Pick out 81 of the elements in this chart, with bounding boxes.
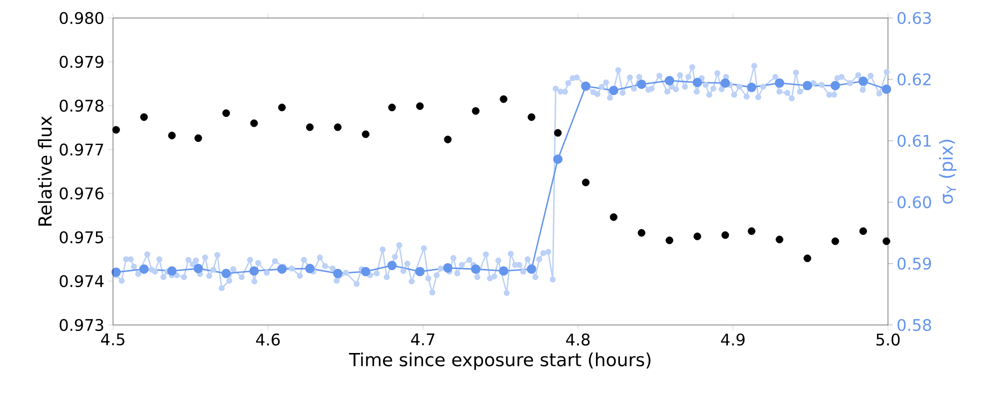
- point: [139, 264, 149, 274]
- point: [277, 264, 287, 274]
- point: [498, 266, 508, 276]
- point: [111, 267, 121, 277]
- point: [804, 254, 812, 262]
- point: [859, 227, 867, 235]
- y-tick-label: 0.975: [60, 231, 104, 244]
- point: [774, 78, 784, 88]
- point: [362, 130, 370, 138]
- point: [305, 264, 315, 274]
- point: [416, 102, 424, 110]
- point: [443, 263, 453, 273]
- point: [553, 154, 563, 164]
- point: [194, 264, 203, 274]
- point: [721, 231, 730, 239]
- y2-tick-label: 0.62: [898, 73, 931, 86]
- x-tick-label: 4.7: [411, 334, 434, 346]
- point: [720, 78, 730, 88]
- point: [748, 227, 756, 235]
- point: [831, 237, 840, 246]
- x-tick-label: 4.8: [566, 334, 590, 346]
- point: [500, 95, 508, 103]
- x-tick-label: 5.0: [876, 334, 900, 346]
- point: [882, 84, 892, 94]
- point: [528, 113, 536, 121]
- y2-tick-label: 0.61: [898, 134, 931, 147]
- y-tick-label: 0.973: [60, 318, 104, 332]
- point: [168, 132, 176, 140]
- point: [388, 104, 396, 112]
- point: [194, 134, 202, 142]
- y-tick-label: 0.978: [60, 100, 104, 112]
- point: [471, 264, 480, 274]
- y2-tick-label: 0.63: [898, 12, 931, 24]
- point: [776, 236, 784, 244]
- y-tick-label: 0.979: [60, 56, 104, 68]
- x-tick-label: 4.5: [101, 334, 124, 346]
- point: [636, 80, 646, 90]
- point: [610, 213, 618, 221]
- point: [746, 82, 756, 92]
- y-axis-title: Relative flux: [38, 116, 52, 226]
- y2-tick-label: 0.58: [898, 318, 932, 332]
- point: [664, 76, 674, 86]
- y-tick-label: 0.974: [60, 275, 104, 288]
- point: [554, 129, 562, 137]
- point: [526, 264, 536, 274]
- point: [858, 76, 868, 86]
- y-tick-label: 0.976: [60, 187, 104, 200]
- point: [387, 260, 397, 270]
- x-axis-title: Time since exposure start (hours): [348, 352, 650, 370]
- point: [221, 268, 231, 278]
- point: [882, 237, 890, 246]
- point: [582, 178, 590, 186]
- point: [802, 80, 812, 90]
- point: [472, 107, 480, 115]
- point: [278, 104, 286, 112]
- x-tick-label: 4.6: [256, 334, 280, 346]
- point: [608, 86, 618, 96]
- point: [306, 123, 314, 131]
- point: [666, 236, 674, 244]
- point: [167, 266, 177, 276]
- point: [360, 266, 370, 276]
- point: [581, 81, 590, 91]
- y-tick-label: 0.980: [60, 12, 104, 24]
- point: [222, 109, 230, 117]
- y2-axis-title: σ$_{Y}$ (pix): [939, 140, 956, 204]
- point: [694, 232, 702, 240]
- point: [638, 229, 646, 237]
- point: [333, 268, 342, 278]
- point: [830, 80, 840, 90]
- point: [334, 123, 342, 131]
- point: [249, 266, 259, 276]
- y2-tick-label: 0.60: [898, 196, 932, 208]
- y-tick-label: 0.977: [60, 144, 104, 156]
- point: [112, 126, 120, 134]
- x-tick-label: 4.9: [721, 334, 745, 346]
- point: [692, 78, 702, 88]
- y2-tick-label: 0.59: [898, 258, 932, 270]
- point: [415, 266, 425, 276]
- point: [250, 119, 258, 128]
- point: [444, 136, 452, 144]
- point: [140, 113, 148, 121]
